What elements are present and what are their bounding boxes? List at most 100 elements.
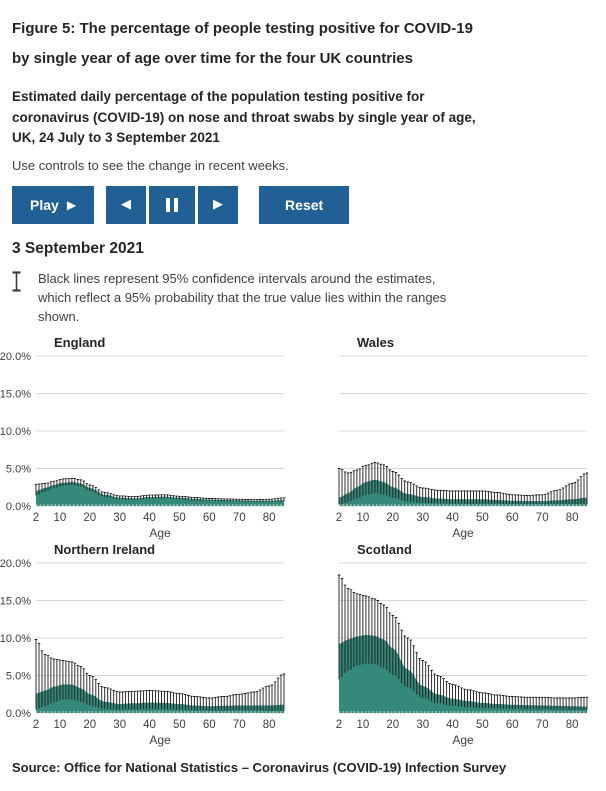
ci-note-line1: Black lines represent 95% confidence int… <box>38 270 436 286</box>
play-button[interactable]: Play ▶ <box>12 185 95 224</box>
estimate-area <box>339 479 587 506</box>
x-tick-label: 40 <box>143 719 156 731</box>
figure-subtitle-line1: Estimated daily percentage of the popula… <box>12 89 425 104</box>
x-tick-label: 20 <box>386 512 399 524</box>
error-bar-icon <box>12 269 30 326</box>
panel-title: Northern Ireland <box>54 542 155 557</box>
confidence-interval-whiskers <box>34 638 286 711</box>
x-tick-label: 60 <box>203 512 216 524</box>
axis-labels: 0.0% 5.0% 10.0% 15.0% 20.0% 2 10 20 30 40 50 60 70 80… <box>0 351 275 540</box>
x-tick-label: 50 <box>476 512 489 524</box>
estimate-area <box>36 684 284 713</box>
x-tick-label: 30 <box>416 719 429 731</box>
x-tick-label: 30 <box>113 719 126 731</box>
x-tick-label: 70 <box>233 512 246 524</box>
panel-title: Wales <box>357 335 394 350</box>
animation-controls: Play ▶ ◀ ▶ Reset <box>12 185 594 224</box>
y-tick-label: 15.0% <box>0 388 31 400</box>
source-text: Source: Office for National Statistics –… <box>12 759 507 775</box>
x-tick-label: 50 <box>476 719 489 731</box>
x-tick-label: 20 <box>386 719 399 731</box>
x-tick-label: 10 <box>54 719 67 731</box>
figure-title: Figure 5: The percentage of people testi… <box>12 14 594 74</box>
chart-panel-scotland: 2 10 20 30 40 50 60 70 80 Age Scotland <box>303 541 606 748</box>
estimate-area <box>339 634 587 713</box>
x-tick-label: 60 <box>506 512 519 524</box>
estimate-area <box>36 481 284 506</box>
y-tick-label: 10.0% <box>0 633 31 645</box>
y-tick-label: 5.0% <box>6 670 31 682</box>
x-tick-label: 70 <box>233 719 246 731</box>
step-forward-icon: ▶ <box>213 197 224 212</box>
x-tick-label: 2 <box>336 512 342 524</box>
x-tick-label: 2 <box>336 719 342 731</box>
x-tick-label: 10 <box>357 512 370 524</box>
x-tick-label: 2 <box>33 512 39 524</box>
x-tick-label: 30 <box>416 512 429 524</box>
play-icon: ▶ <box>66 197 77 212</box>
x-tick-label: 80 <box>566 512 579 524</box>
confidence-interval-note: Black lines represent 95% confidence int… <box>12 269 594 326</box>
x-tick-label: 50 <box>173 719 186 731</box>
y-tick-label: 20.0% <box>0 351 31 363</box>
chart-northern-ireland: 0.0% 5.0% 10.0% 15.0% 20.0% 2 10 20 30 40 50 60 70 80… <box>0 542 286 747</box>
x-tick-label: 20 <box>83 719 96 731</box>
pause-button[interactable] <box>149 185 196 224</box>
confidence-interval-whiskers <box>337 574 589 710</box>
step-button-group: ◀ ▶ <box>106 185 239 224</box>
x-tick-label: 80 <box>263 719 276 731</box>
y-tick-label: 0.0% <box>6 501 31 513</box>
step-back-button[interactable]: ◀ <box>106 185 147 224</box>
x-tick-label: 30 <box>113 512 126 524</box>
ci-note-text: Black lines represent 95% confidence int… <box>38 269 446 326</box>
controls-hint: Use controls to see the change in recent… <box>12 157 289 173</box>
figure-subtitle: Estimated daily percentage of the popula… <box>12 87 594 149</box>
chart-panel-england: 0.0% 5.0% 10.0% 15.0% 20.0% 2 10 20 30 40 50 60 70 80… <box>0 334 303 541</box>
x-tick-label: 80 <box>566 719 579 731</box>
chart-england: 0.0% 5.0% 10.0% 15.0% 20.0% 2 10 20 30 40 50 60 70 80… <box>0 335 286 540</box>
x-tick-label: 60 <box>203 719 216 731</box>
figure-subtitle-line3: UK, 24 July to 3 September 2021 <box>12 130 220 145</box>
reset-button[interactable]: Reset <box>259 185 350 224</box>
step-forward-button[interactable]: ▶ <box>198 185 239 224</box>
chart-wales: 2 10 20 30 40 50 60 70 80 Age Wales <box>336 335 589 540</box>
y-tick-label: 15.0% <box>0 595 31 607</box>
panel-title: Scotland <box>357 542 412 557</box>
x-tick-label: 60 <box>506 719 519 731</box>
x-tick-label: 80 <box>263 512 276 524</box>
ci-note-line2: which reflect a 95% probability that the… <box>38 289 447 305</box>
axis-labels: 2 10 20 30 40 50 60 70 80 Age <box>336 719 579 747</box>
x-axis-title: Age <box>149 526 171 540</box>
x-tick-label: 70 <box>536 719 549 731</box>
play-button-label: Play <box>30 196 59 213</box>
y-tick-label: 10.0% <box>0 426 31 438</box>
current-date-label: 3 September 2021 <box>12 239 144 257</box>
x-tick-label: 2 <box>33 719 39 731</box>
axis-labels: 0.0% 5.0% 10.0% 15.0% 20.0% 2 10 20 30 40 50 60 70 80… <box>0 558 275 747</box>
step-back-icon: ◀ <box>121 197 132 212</box>
x-tick-label: 40 <box>446 512 459 524</box>
x-axis-title: Age <box>452 526 474 540</box>
x-axis-title: Age <box>149 733 171 747</box>
x-tick-label: 40 <box>446 719 459 731</box>
x-tick-label: 20 <box>83 512 96 524</box>
chart-scotland: 2 10 20 30 40 50 60 70 80 Age Scotland <box>336 542 589 747</box>
ci-note-line3: shown. <box>38 308 80 324</box>
confidence-interval-whiskers <box>337 461 589 504</box>
x-tick-label: 50 <box>173 512 186 524</box>
panel-title: England <box>54 335 105 350</box>
x-tick-label: 10 <box>54 512 67 524</box>
x-tick-label: 10 <box>357 719 370 731</box>
pause-icon <box>164 197 180 212</box>
chart-panel-wales: 2 10 20 30 40 50 60 70 80 Age Wales <box>303 334 606 541</box>
x-tick-label: 40 <box>143 512 156 524</box>
gridlines <box>36 355 284 506</box>
y-tick-label: 20.0% <box>0 558 31 570</box>
chart-panel-northern-ireland: 0.0% 5.0% 10.0% 15.0% 20.0% 2 10 20 30 40 50 60 70 80… <box>0 541 303 748</box>
x-tick-label: 70 <box>536 512 549 524</box>
y-tick-label: 5.0% <box>6 463 31 475</box>
confidence-interval-whiskers <box>34 477 286 502</box>
figure-subtitle-line2: coronavirus (COVID-19) on nose and throa… <box>12 109 476 125</box>
y-tick-label: 0.0% <box>6 708 31 720</box>
